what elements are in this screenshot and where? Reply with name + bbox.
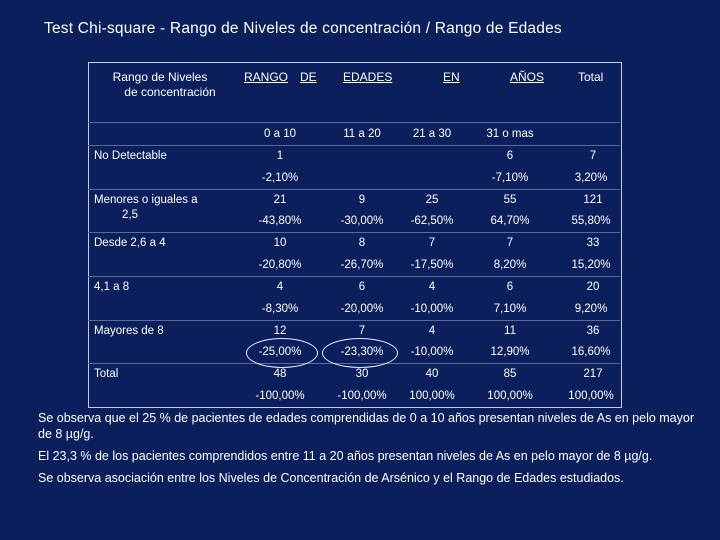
cell-pct: 100,00% <box>487 390 533 402</box>
cell-pct: 7,10% <box>493 303 527 315</box>
row-label-total: Total <box>94 368 119 380</box>
cell-pct: -17,50% <box>410 259 454 271</box>
notes-block: Se observa que el 25 % de pacientes de e… <box>38 410 694 492</box>
cell-count: 8 <box>358 237 366 249</box>
age-range-0: 0 a 10 <box>264 128 296 140</box>
header-rango: RANGO <box>244 70 289 84</box>
cell-pct: 8,20% <box>493 259 527 271</box>
cell-count: 10 <box>273 237 287 249</box>
cell-count: 6 <box>506 281 514 293</box>
cell-count: 48 <box>273 368 287 380</box>
cell-pct: 9,20% <box>574 303 608 315</box>
note-paragraph: Se observa que el 25 % de pacientes de e… <box>38 411 694 441</box>
cell-count: 121 <box>583 194 603 206</box>
cell-pct: -30,00% <box>340 215 384 227</box>
age-range-3: 31 o mas <box>486 128 534 140</box>
cell-count: 30 <box>355 368 369 380</box>
cell-pct: 55,80% <box>571 215 611 227</box>
cell-count: 25 <box>425 194 439 206</box>
cell-count: 20 <box>586 281 600 293</box>
row-label-menores: Menores o iguales a <box>94 194 198 206</box>
cell-pct: -10,00% <box>410 346 454 358</box>
contingency-table <box>88 62 622 408</box>
cell-count: 4 <box>428 281 436 293</box>
row-label-no-detectable: No Detectable <box>94 150 167 162</box>
cell-count: 21 <box>273 194 287 206</box>
cell-count: 12 <box>273 325 287 337</box>
row-header-label-2: de concentración <box>124 85 216 99</box>
cell-count: 55 <box>503 194 517 206</box>
cell-pct: -10,00% <box>410 303 454 315</box>
cell-pct: -100,00% <box>255 390 305 402</box>
cell-count: 6 <box>358 281 366 293</box>
header-anos: AÑOS <box>510 70 545 84</box>
header-edades: EDADES <box>343 70 393 84</box>
cell-count: 36 <box>586 325 600 337</box>
cell-count: 7 <box>428 237 436 249</box>
highlight-ellipse-11-20 <box>322 338 398 368</box>
highlight-ellipse-0-10 <box>246 338 318 368</box>
cell-count: 4 <box>276 281 284 293</box>
cell-pct: 15,20% <box>571 259 611 271</box>
cell-count: 6 <box>506 150 514 162</box>
cell-count: 7 <box>589 150 597 162</box>
cell-count: 7 <box>506 237 514 249</box>
cell-pct: -100,00% <box>337 390 387 402</box>
row-label-menores-2: 2,5 <box>122 209 138 221</box>
cell-count: 1 <box>276 150 284 162</box>
slide-title: Test Chi-square - Rango de Niveles de co… <box>44 20 562 37</box>
note-paragraph: Se observa asociación entre los Niveles … <box>38 471 624 485</box>
header-en: EN <box>443 70 460 84</box>
row-label-2-6-a-4: Desde 2,6 a 4 <box>94 237 166 249</box>
row-label-mayores-de-8: Mayores de 8 <box>94 325 164 337</box>
cell-count: 33 <box>586 237 600 249</box>
cell-count: 7 <box>358 325 366 337</box>
cell-pct: 16,60% <box>571 346 611 358</box>
cell-pct: -8,30% <box>261 303 299 315</box>
age-range-1: 11 a 20 <box>343 128 381 140</box>
note-paragraph: El 23,3 % de los pacientes comprendidos … <box>38 449 653 463</box>
cell-count: 217 <box>583 368 603 380</box>
row-header-label-1: Rango de Niveles <box>112 70 208 84</box>
cell-count: 4 <box>428 325 436 337</box>
cell-pct: -7,10% <box>491 172 529 184</box>
row-label-4-1-a-8: 4,1 a 8 <box>94 281 130 293</box>
cell-count: 85 <box>503 368 517 380</box>
cell-pct: 12,90% <box>490 346 530 358</box>
header-de: DE <box>300 70 317 84</box>
cell-pct: 100,00% <box>568 390 614 402</box>
cell-pct: 64,70% <box>490 215 530 227</box>
cell-pct: -62,50% <box>410 215 454 227</box>
cell-pct: -43,80% <box>258 215 302 227</box>
cell-pct: -26,70% <box>340 259 384 271</box>
cell-count: 9 <box>358 194 366 206</box>
cell-pct: 100,00% <box>409 390 455 402</box>
cell-count: 11 <box>504 325 516 337</box>
cell-pct: -2,10% <box>261 172 299 184</box>
cell-pct: 3,20% <box>574 172 608 184</box>
cell-pct: -20,80% <box>258 259 302 271</box>
header-total: Total <box>578 70 604 84</box>
age-range-2: 21 a 30 <box>412 128 452 140</box>
cell-pct: -20,00% <box>340 303 384 315</box>
cell-count: 40 <box>425 368 439 380</box>
